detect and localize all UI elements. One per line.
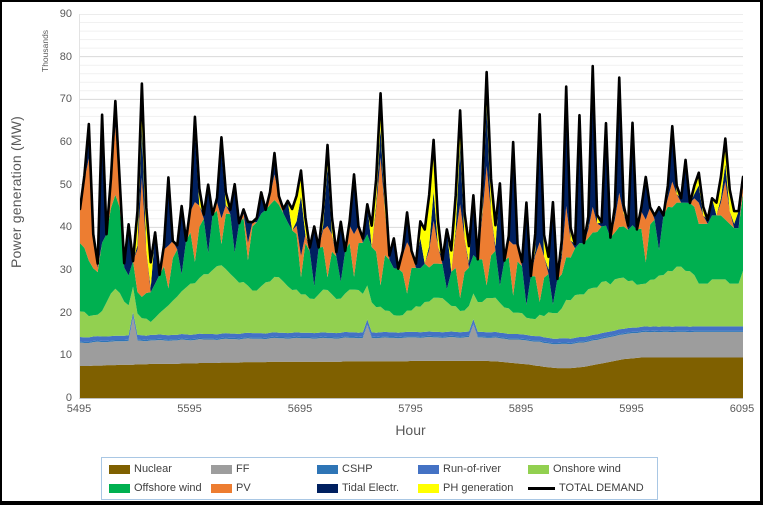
legend-item-total-demand: TOTAL DEMAND — [528, 482, 657, 494]
total-demand-line — [80, 64, 743, 281]
y-tick-label: 70 — [59, 93, 72, 106]
tidal-electr-swatch — [317, 483, 338, 493]
legend-label: PV — [236, 482, 251, 494]
ph-generation-swatch — [418, 483, 439, 493]
legend-item-nuclear: Nuclear — [109, 463, 211, 475]
legend-label: Offshore wind — [134, 482, 202, 494]
legend-item-offshore-wind: Offshore wind — [109, 482, 211, 494]
stacked-area-chart — [80, 14, 743, 398]
legend-item-pv: PV — [211, 482, 317, 494]
pv-swatch — [211, 483, 232, 493]
legend-item-ph-generation: PH generation — [418, 482, 528, 494]
legend-label: Tidal Electr. — [342, 482, 400, 494]
y-tick-label: 90 — [59, 8, 72, 20]
area-offshore-wind — [80, 194, 743, 323]
x-tick-label: 5595 — [177, 403, 202, 415]
run-of-river-swatch — [418, 464, 439, 474]
x-tick-label: 5795 — [398, 403, 423, 415]
legend-label: FF — [236, 463, 250, 475]
nuclear-swatch — [109, 464, 130, 474]
x-tick-label: 5695 — [287, 403, 313, 415]
x-tick-label: 5495 — [66, 403, 92, 415]
y-tick-label: 0 — [65, 392, 72, 404]
total-demand-swatch — [528, 486, 555, 490]
x-tick-label: 6095 — [729, 403, 755, 415]
legend: Nuclear FF CSHP Run-of-river Onshore wind Off… — [101, 457, 658, 500]
y-tick-label: 50 — [59, 178, 72, 191]
legend-item-cshp: CSHP — [317, 463, 418, 475]
y-tick-label: 40 — [59, 221, 72, 234]
legend-item-ff: FF — [211, 463, 317, 475]
legend-item-tidal-electr: Tidal Electr. — [317, 482, 418, 494]
ff-swatch — [211, 464, 232, 474]
y-tick-label: 10 — [59, 349, 72, 362]
legend-item-run-of-river: Run-of-river — [418, 463, 528, 475]
y-tick-label: 80 — [59, 50, 72, 63]
legend-label: Onshore wind — [553, 463, 621, 475]
y-axis-title: Power generation (MW) — [8, 115, 24, 269]
x-tick-label: 5895 — [508, 403, 534, 415]
y-tick-label: 60 — [59, 136, 72, 148]
legend-label: CSHP — [342, 463, 373, 475]
cshp-swatch — [317, 464, 338, 474]
x-axis-title: Hour — [395, 422, 426, 438]
area-ff — [80, 317, 743, 369]
legend-label: TOTAL DEMAND — [559, 482, 644, 494]
legend-label: PH generation — [443, 482, 514, 494]
legend-item-onshore-wind: Onshore wind — [528, 463, 657, 475]
y-tick-label: 30 — [59, 264, 72, 276]
onshore-wind-swatch — [528, 464, 549, 474]
area-pv — [80, 126, 743, 305]
legend-label: Run-of-river — [443, 463, 502, 475]
y-tick-label: 20 — [59, 306, 72, 319]
legend-label: Nuclear — [134, 463, 172, 475]
area-cshp — [80, 316, 743, 345]
offshore-wind-swatch — [109, 483, 130, 493]
x-tick-label: 5995 — [619, 403, 644, 415]
plot-area — [79, 14, 743, 399]
area-run-of-river — [80, 312, 743, 343]
area-nuclear — [80, 357, 743, 398]
area-onshore-wind — [80, 265, 743, 339]
